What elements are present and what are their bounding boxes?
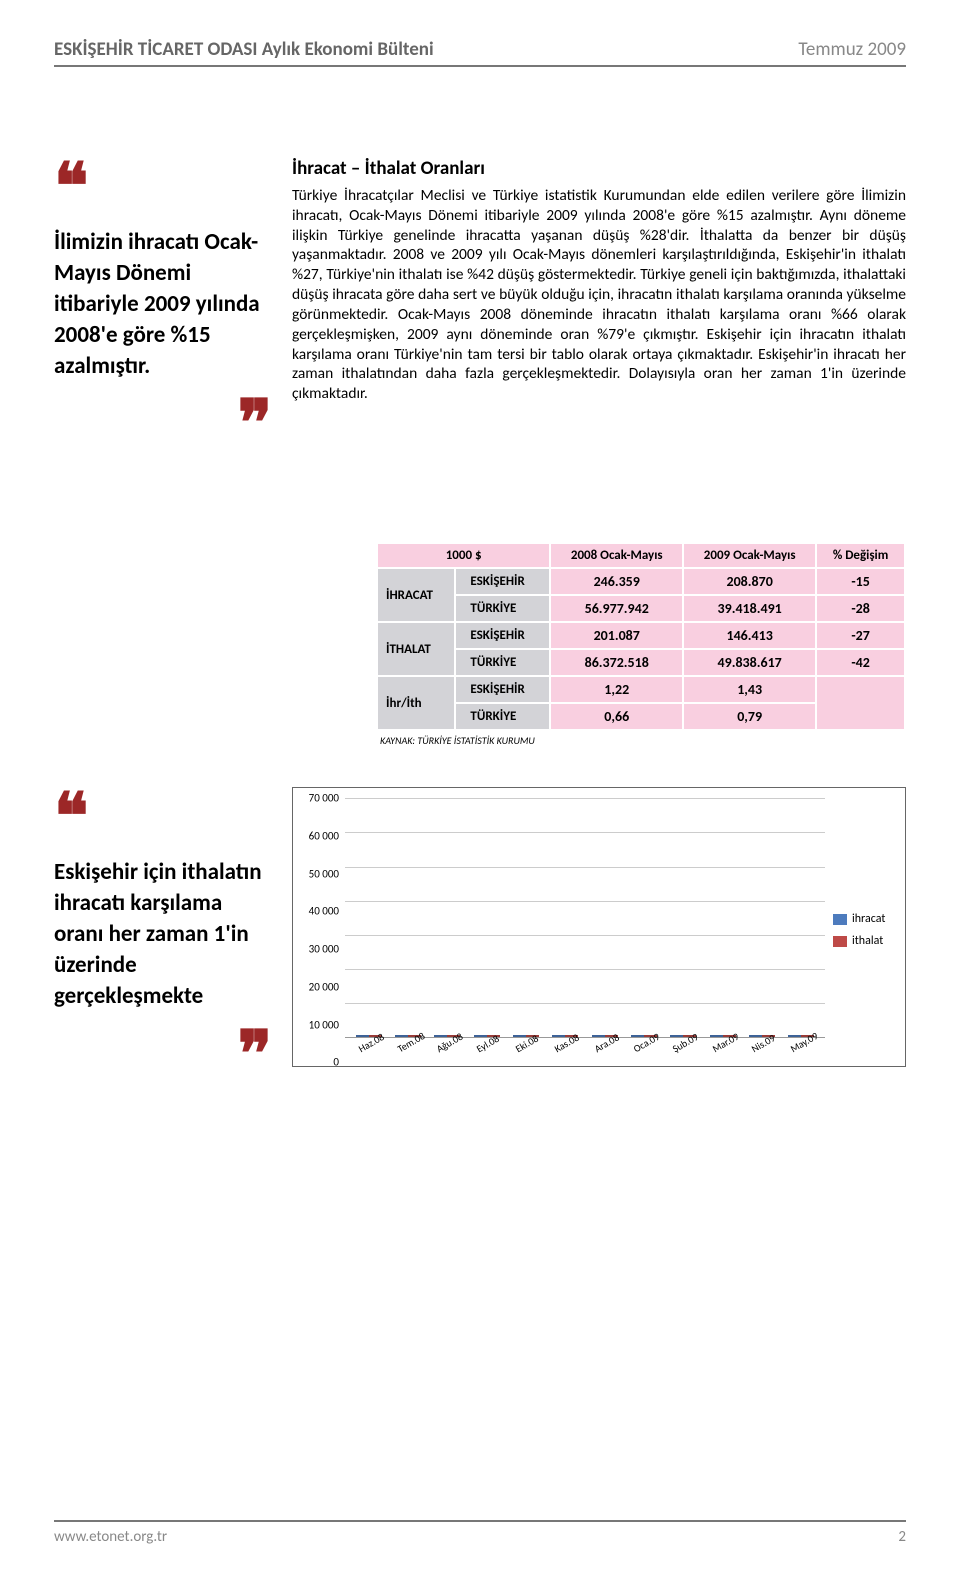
- data-table-wrap: 1000 $ 2008 Ocak-Mayıs 2009 Ocak-Mayıs %…: [376, 542, 906, 747]
- chart-grid: [345, 798, 825, 1038]
- cell: 246.359: [551, 569, 682, 594]
- chart-legend: ihracat ithalat: [825, 798, 895, 1062]
- cell: 86.372.518: [551, 650, 682, 675]
- bar-chart: 0 10 000 20 000 30 000 40 000 50 000 60 000 70 …: [292, 787, 906, 1067]
- gridline: [345, 1003, 825, 1004]
- sub-esk: ESKİŞEHİR: [456, 623, 549, 648]
- gridline: [345, 867, 825, 868]
- cell: 49.838.617: [684, 650, 815, 675]
- gridline: [345, 901, 825, 902]
- y-tick-label: 60 000: [309, 830, 339, 841]
- footer-url: www.etonet.org.tr: [54, 1528, 167, 1546]
- th-pct: % Değişim: [817, 544, 904, 567]
- row-ihrith: İhr/İth: [378, 677, 454, 729]
- cell: 208.870: [684, 569, 815, 594]
- legend-label: ihracat: [852, 912, 885, 926]
- cell: 146.413: [684, 623, 815, 648]
- quote-close-icon: ❞: [238, 1019, 264, 1090]
- y-tick-label: 70 000: [309, 793, 339, 804]
- cell: 0,66: [551, 704, 682, 729]
- y-tick-label: 50 000: [309, 868, 339, 879]
- row-ihracat: İHRACAT: [378, 569, 454, 621]
- sub-tur: TÜRKİYE: [456, 704, 549, 729]
- gridline: [345, 935, 825, 936]
- quote-open-icon: ❝: [54, 801, 264, 833]
- quote-open-icon: ❝: [54, 171, 264, 203]
- legend-label: ithalat: [852, 934, 883, 948]
- gridline: [345, 798, 825, 799]
- cell: -28: [817, 596, 904, 621]
- y-tick-label: 10 000: [309, 1019, 339, 1030]
- header-title: ESKİŞEHİR TİCARET ODASI Aylık Ekonomi Bü…: [54, 38, 434, 61]
- y-tick-label: 0: [333, 1057, 339, 1068]
- sub-esk: ESKİŞEHİR: [456, 569, 549, 594]
- cell: 39.418.491: [684, 596, 815, 621]
- page-header: ESKİŞEHİR TİCARET ODASI Aylık Ekonomi Bü…: [54, 38, 906, 67]
- pull-quote-2-text: Eskişehir için ithalatın ihracatı karşıl…: [54, 858, 262, 1010]
- cell-empty: [817, 677, 904, 729]
- pull-quote-1: ❝ İlimizin ihracatı Ocak-Mayıs Dönemi it…: [54, 157, 264, 472]
- legend-item: ihracat: [833, 912, 895, 926]
- footer-page: 2: [898, 1528, 906, 1546]
- cell: 201.087: [551, 623, 682, 648]
- th-2009: 2009 Ocak-Mayıs: [684, 544, 815, 567]
- sub-tur: TÜRKİYE: [456, 596, 549, 621]
- page-footer: www.etonet.org.tr 2: [54, 1520, 906, 1546]
- legend-swatch: [833, 914, 847, 925]
- cell: 0,79: [684, 704, 815, 729]
- header-title-org: ESKİŞEHİR TİCARET ODASI: [54, 38, 257, 61]
- th-unit: 1000 $: [378, 544, 549, 567]
- legend-swatch: [833, 936, 847, 947]
- chart-y-axis: 010 00020 00030 00040 00050 00060 00070 …: [299, 798, 343, 1062]
- th-2008: 2008 Ocak-Mayıs: [551, 544, 682, 567]
- body-paragraph: Türkiye İhracatçılar Meclisi ve Türkiye …: [292, 186, 906, 404]
- pull-quote-1-text: İlimizin ihracatı Ocak-Mayıs Dönemi itib…: [54, 228, 260, 380]
- cell: 1,22: [551, 677, 682, 702]
- header-date: Temmuz 2009: [798, 38, 906, 61]
- y-tick-label: 20 000: [309, 981, 339, 992]
- pull-quote-2: ❝ Eskişehir için ithalatın ihracatı karş…: [54, 787, 264, 1102]
- y-tick-label: 40 000: [309, 906, 339, 917]
- sub-tur: TÜRKİYE: [456, 650, 549, 675]
- gridline: [345, 832, 825, 833]
- cell: 1,43: [684, 677, 815, 702]
- section-title: İhracat – İthalat Oranları: [292, 157, 906, 180]
- cell: -27: [817, 623, 904, 648]
- y-tick-label: 30 000: [309, 944, 339, 955]
- quote-close-icon: ❞: [238, 388, 264, 459]
- cell: -42: [817, 650, 904, 675]
- cell: 56.977.942: [551, 596, 682, 621]
- gridline: [345, 969, 825, 970]
- row-ithalat: İTHALAT: [378, 623, 454, 675]
- chart-bars: [345, 798, 825, 1037]
- cell: -15: [817, 569, 904, 594]
- sub-esk: ESKİŞEHİR: [456, 677, 549, 702]
- legend-item: ithalat: [833, 934, 895, 948]
- chart-x-axis: Haz.08Tem.08Ağu.08Eyl.08Eki.08Kas.08Ara.…: [345, 1038, 825, 1062]
- table-source: KAYNAK: TÜRKİYE İSTATİSTİK KURUMU: [376, 734, 906, 747]
- ihracat-ithalat-table: 1000 $ 2008 Ocak-Mayıs 2009 Ocak-Mayıs %…: [376, 542, 906, 731]
- header-title-sub: Aylık Ekonomi Bülteni: [262, 38, 434, 61]
